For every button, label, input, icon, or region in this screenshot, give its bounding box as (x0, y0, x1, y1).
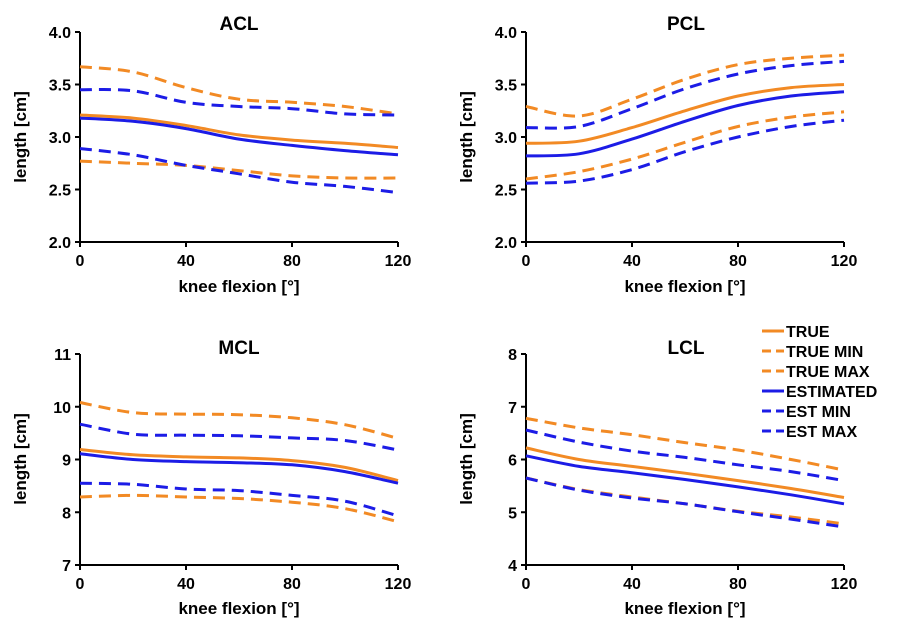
y-tick-label: 10 (53, 400, 71, 417)
series-line-est-max (525, 59, 845, 130)
series-line-est-min (525, 118, 845, 185)
x-tick-label: 0 (76, 253, 85, 270)
legend-label: TRUE (786, 324, 830, 341)
mcl-chart: 7 8 9 10 11 0 40 80 120 MCL knee flexion [°] length… (11, 338, 411, 618)
x-tick-label: 0 (522, 576, 531, 593)
y-axis-label: length [cm] (457, 413, 476, 505)
series-line-est-max (525, 428, 845, 483)
series-line-estimated (79, 116, 399, 157)
y-tick-label: 11 (54, 347, 71, 364)
y-tick-label: 4.0 (495, 25, 517, 42)
x-tick-label: 120 (385, 253, 412, 270)
y-tick-label: 9 (62, 453, 71, 470)
x-tick-label: 40 (177, 253, 195, 270)
y-tick-label: 8 (508, 347, 517, 364)
y-tick-label: 3.0 (49, 130, 71, 147)
x-tick-label: 120 (831, 253, 858, 270)
x-tick-label: 0 (522, 253, 531, 270)
series-line-true-max (79, 401, 399, 440)
y-tick-label: 5 (508, 505, 517, 522)
series-line-true-max (525, 53, 845, 118)
series-line-est-min (525, 476, 845, 529)
chart-title: MCL (218, 338, 260, 359)
y-tick-label: 2.0 (495, 235, 517, 252)
x-tick-label: 80 (729, 576, 747, 593)
x-tick-label: 40 (623, 253, 641, 270)
x-tick-label: 120 (831, 576, 858, 593)
x-axis-label: knee flexion [°] (178, 277, 299, 296)
legend-label: EST MAX (786, 424, 857, 441)
series-line-true-min (79, 159, 399, 180)
x-axis-label: knee flexion [°] (624, 599, 745, 618)
y-tick-label: 3.5 (495, 78, 517, 95)
chart-legend: TRUE TRUE MIN TRUE MAX ESTIMATED EST MIN EST … (762, 324, 877, 441)
series-line-est-max (79, 88, 399, 117)
acl-chart: 2.0 2.5 3.0 3.5 4.0 0 40 80 120 ACL knee flexion [… (11, 14, 411, 296)
pcl-chart: 2.0 2.5 3.0 3.5 4.0 0 40 80 120 PCL knee flexion [… (457, 14, 857, 296)
legend-label: EST MIN (786, 404, 851, 421)
x-tick-label: 80 (283, 576, 301, 593)
y-tick-label: 3.0 (495, 130, 517, 147)
y-tick-label: 6 (508, 453, 517, 470)
series-line-estimated (525, 90, 845, 158)
y-axis-label: length [cm] (11, 91, 30, 183)
series-line-est-min (79, 481, 399, 518)
x-axis-label: knee flexion [°] (178, 599, 299, 618)
series-line-true (525, 83, 845, 145)
series-line-estimated (525, 454, 845, 506)
legend-label: TRUE MAX (786, 364, 870, 381)
y-tick-label: 2.5 (495, 183, 517, 200)
x-tick-label: 0 (76, 576, 85, 593)
x-tick-label: 80 (283, 253, 301, 270)
y-axis-label: length [cm] (11, 413, 30, 505)
x-tick-label: 40 (623, 576, 641, 593)
y-tick-label: 2.5 (49, 183, 71, 200)
x-tick-label: 120 (385, 576, 412, 593)
y-tick-label: 7 (508, 400, 517, 417)
x-tick-label: 40 (177, 576, 195, 593)
legend-label: TRUE MIN (786, 344, 863, 361)
series-line-true (79, 448, 399, 483)
series-line-true-max (79, 65, 399, 116)
y-tick-label: 4.0 (49, 25, 71, 42)
series-line-est-min (79, 147, 399, 195)
series-line-est-max (79, 422, 399, 452)
chart-title: ACL (219, 14, 258, 35)
series-line-true-max (525, 416, 845, 472)
series-line-true-min (525, 110, 845, 181)
chart-title: LCL (668, 338, 705, 359)
series-line-true-min (525, 476, 845, 526)
x-axis-label: knee flexion [°] (624, 277, 745, 296)
series-line-true (79, 113, 399, 149)
legend-label: ESTIMATED (786, 384, 877, 401)
y-tick-label: 3.5 (49, 78, 71, 95)
y-tick-label: 7 (62, 558, 71, 575)
series-line-true (525, 446, 845, 499)
y-tick-label: 2.0 (49, 235, 71, 252)
y-tick-label: 4 (508, 558, 517, 575)
y-tick-label: 8 (62, 505, 71, 522)
series-line-true-min (79, 493, 399, 524)
series-line-estimated (79, 452, 399, 485)
y-axis-label: length [cm] (457, 91, 476, 183)
chart-title: PCL (667, 14, 705, 35)
x-tick-label: 80 (729, 253, 747, 270)
